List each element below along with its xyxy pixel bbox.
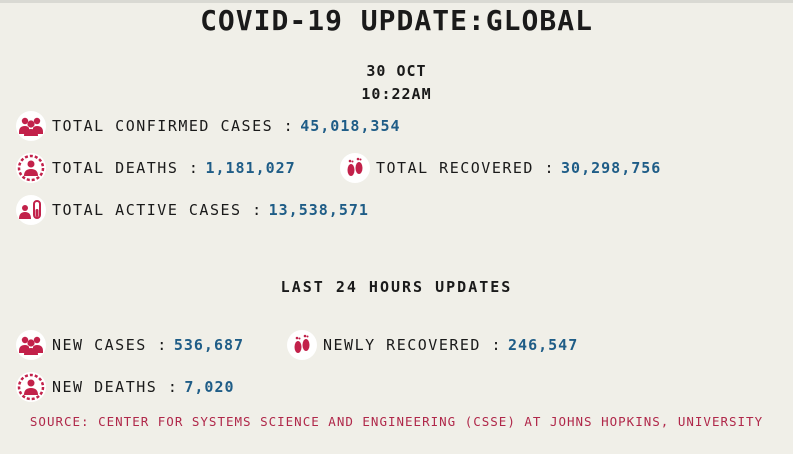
source-note: SOURCE: CENTER FOR SYSTEMS SCIENCE AND E… <box>29 414 764 429</box>
total-confirmed-value: 45,018,354 <box>300 117 401 135</box>
virus-person-icon <box>16 372 46 402</box>
last-24-hours-heading: LAST 24 HOURS UPDATES <box>280 278 513 296</box>
total-confirmed-label: TOTAL CONFIRMED CASES : <box>52 117 295 135</box>
footprints-icon <box>340 153 370 183</box>
newly-recovered-row: NEWLY RECOVERED : 246,547 <box>287 330 578 360</box>
top-border <box>0 0 793 3</box>
total-active-value: 13,538,571 <box>268 201 369 219</box>
total-active-row: TOTAL ACTIVE CASES : 13,538,571 <box>16 195 369 225</box>
test-tube-person-icon <box>16 195 46 225</box>
footprints-icon <box>287 330 317 360</box>
total-recovered-label: TOTAL RECOVERED : <box>376 159 556 177</box>
update-time: 10:22AM <box>361 85 432 103</box>
virus-person-icon <box>16 153 46 183</box>
total-recovered-row: TOTAL RECOVERED : 30,298,756 <box>340 153 661 183</box>
new-deaths-label: NEW DEATHS : <box>52 378 179 396</box>
total-confirmed-row: TOTAL CONFIRMED CASES : 45,018,354 <box>16 111 401 141</box>
new-cases-value: 536,687 <box>173 336 245 354</box>
page-title: COVID-19 UPDATE:GLOBAL <box>200 4 593 37</box>
new-deaths-row: NEW DEATHS : 7,020 <box>16 372 235 402</box>
newly-recovered-label: NEWLY RECOVERED : <box>323 336 503 354</box>
update-date: 30 OCT <box>366 62 427 80</box>
people-group-icon <box>16 330 46 360</box>
newly-recovered-value: 246,547 <box>508 336 579 354</box>
total-active-label: TOTAL ACTIVE CASES : <box>52 201 263 219</box>
total-deaths-label: TOTAL DEATHS : <box>52 159 200 177</box>
total-deaths-value: 1,181,027 <box>205 159 296 177</box>
new-cases-label: NEW CASES : <box>52 336 168 354</box>
new-cases-row: NEW CASES : 536,687 <box>16 330 244 360</box>
total-recovered-value: 30,298,756 <box>561 159 662 177</box>
new-deaths-value: 7,020 <box>184 378 235 396</box>
total-deaths-row: TOTAL DEATHS : 1,181,027 <box>16 153 296 183</box>
people-group-icon <box>16 111 46 141</box>
